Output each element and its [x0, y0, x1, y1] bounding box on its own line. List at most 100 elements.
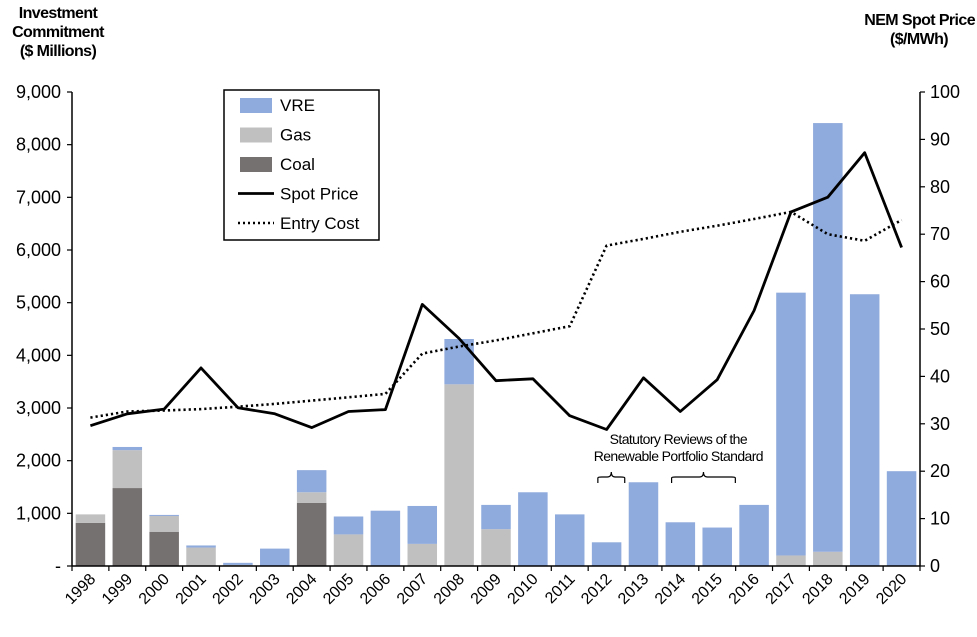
bar-vre-1999 — [112, 446, 143, 451]
left-tick-label: 1,000 — [16, 503, 61, 523]
bar-gas-2018 — [813, 551, 843, 566]
bar-vre-2009 — [481, 504, 511, 530]
right-tick-label: 60 — [930, 272, 950, 292]
x-tick-label-2019: 2019 — [836, 571, 873, 608]
x-tick-label-2017: 2017 — [763, 571, 800, 608]
left-tick-label: 5,000 — [16, 293, 61, 313]
annotation-brace-2 — [671, 471, 736, 483]
bars-layer — [75, 123, 917, 566]
x-tick-label-2012: 2012 — [578, 571, 615, 608]
bar-vre-2011 — [554, 514, 585, 566]
bar-vre-2020 — [886, 471, 917, 566]
left-tick-label: 6,000 — [16, 240, 61, 260]
bar-vre-2001 — [186, 545, 216, 548]
left-tick-label: 2,000 — [16, 451, 61, 471]
right-tick-label: 100 — [930, 82, 960, 102]
right-tick-label: 90 — [930, 129, 950, 149]
bar-vre-2008 — [444, 339, 474, 385]
x-tick-label-2009: 2009 — [468, 571, 505, 608]
x-tick-label-2010: 2010 — [505, 571, 542, 608]
bar-vre-2010 — [518, 492, 548, 566]
bar-vre-2000 — [149, 514, 179, 516]
x-tick-label-2011: 2011 — [542, 571, 578, 607]
right-tick-label: 20 — [930, 461, 950, 481]
x-tick-label-2000: 2000 — [136, 571, 173, 608]
bar-gas-2000 — [149, 515, 179, 532]
legend-label-spot-price: Spot Price — [280, 185, 358, 204]
bar-gas-1999 — [112, 450, 143, 489]
x-tick-label-1999: 1999 — [99, 571, 136, 608]
x-tick-label-2020: 2020 — [873, 571, 910, 608]
x-tick-label-2016: 2016 — [726, 571, 763, 608]
left-tick-label: 3,000 — [16, 398, 61, 418]
bar-vre-2003 — [260, 548, 290, 566]
right-tick-label: 0 — [930, 556, 940, 576]
legend-label-entry-cost: Entry Cost — [280, 214, 360, 233]
left-tick-label: 4,000 — [16, 345, 61, 365]
x-tick-label-2018: 2018 — [799, 571, 836, 608]
bar-gas-2007 — [407, 543, 438, 566]
x-tick-label-1998: 1998 — [62, 571, 99, 608]
bar-gas-2008 — [444, 384, 474, 566]
legend: VRE Gas Coal Spot Price Entry Cost — [223, 89, 380, 241]
right-tick-label: 80 — [930, 177, 950, 197]
left-tick-label: 8,000 — [16, 135, 61, 155]
bar-vre-2007 — [407, 505, 438, 544]
right-tick-label: 70 — [930, 224, 950, 244]
x-tick-label-2007: 2007 — [394, 571, 431, 608]
x-tick-label-2014: 2014 — [652, 571, 689, 608]
legend-label-gas: Gas — [280, 126, 311, 145]
left-axis-title: Investment Commitment ($ Millions) — [2, 4, 114, 61]
bar-gas-1998 — [75, 514, 106, 523]
bar-vre-2013 — [628, 482, 659, 566]
legend-label-vre: VRE — [280, 96, 315, 115]
bar-coal-1999 — [112, 488, 143, 566]
x-tick-label-2001: 2001 — [173, 571, 210, 608]
bar-vre-2014 — [665, 522, 696, 566]
x-tick-label-2013: 2013 — [615, 571, 652, 608]
annotation-text-line1: Statutory Reviews of the — [610, 431, 748, 447]
left-tick-label: - — [55, 556, 61, 576]
x-tick-label-2005: 2005 — [320, 571, 357, 608]
line-spot-price — [89, 151, 903, 431]
line-entry-cost — [90, 210, 903, 419]
bar-gas-2004 — [296, 492, 327, 503]
bar-vre-2018 — [813, 123, 843, 552]
annotation-text-line2: Renewable Portfolio Standard — [594, 448, 763, 464]
bar-gas-2001 — [186, 547, 216, 566]
right-axis-title-line1: NEM Spot Price — [864, 12, 975, 29]
bar-gas-2005 — [333, 534, 364, 566]
x-tick-label-2004: 2004 — [283, 571, 320, 608]
left-axis-title-line3: ($ Millions) — [19, 43, 97, 60]
bar-vre-2005 — [333, 516, 364, 535]
right-tick-label: 10 — [930, 509, 950, 529]
legend-swatch-vre — [240, 98, 272, 113]
bar-coal-2004 — [296, 502, 327, 566]
x-tick-label-2002: 2002 — [210, 571, 247, 608]
left-axis-title-line2: Commitment — [12, 24, 104, 41]
right-axis-title: NEM Spot Price ($/MWh) — [835, 11, 975, 49]
left-tick-label: 9,000 — [16, 82, 61, 102]
bar-vre-2015 — [702, 527, 732, 566]
bar-coal-2000 — [149, 531, 179, 566]
x-tick-label-2008: 2008 — [431, 571, 468, 608]
bar-vre-2002 — [223, 562, 253, 565]
bar-vre-2004 — [296, 470, 327, 493]
bar-coal-1998 — [75, 522, 106, 566]
left-axis-title-line1: Investment — [18, 5, 98, 22]
legend-label-coal: Coal — [280, 155, 315, 174]
legend-swatch-coal — [240, 157, 272, 172]
bar-gas-2017 — [776, 555, 806, 566]
bar-gas-2009 — [481, 529, 511, 566]
right-tick-label: 40 — [930, 366, 950, 386]
right-tick-label: 30 — [930, 414, 950, 434]
bar-vre-2006 — [370, 510, 401, 566]
bar-vre-2012 — [591, 542, 622, 566]
x-tick-label-2015: 2015 — [689, 571, 726, 608]
bar-vre-2019 — [849, 294, 880, 566]
left-tick-label: 7,000 — [16, 187, 61, 207]
right-axis-title-line2: ($/MWh) — [889, 31, 949, 48]
x-tick-label-2006: 2006 — [357, 571, 394, 608]
